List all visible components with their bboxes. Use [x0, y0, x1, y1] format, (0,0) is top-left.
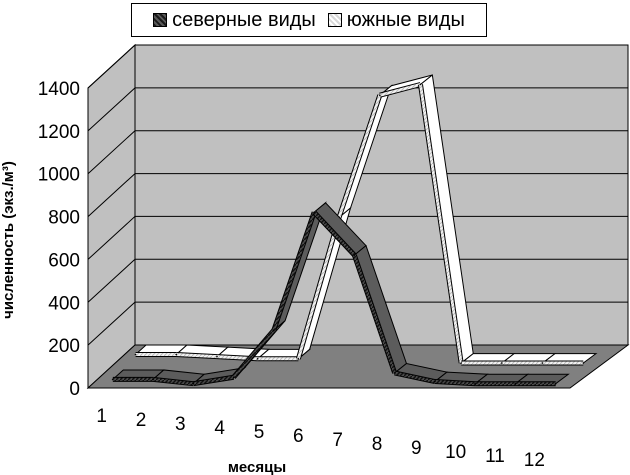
- side-wall: [87, 43, 136, 390]
- gridline: [87, 173, 628, 217]
- x-tick-label: 12: [524, 450, 545, 471]
- x-tick-label: 5: [254, 422, 265, 443]
- x-tick-label: 3: [175, 414, 186, 435]
- data-point: [192, 382, 195, 385]
- legend-item-south: южные виды: [327, 8, 465, 32]
- y-tick-label: 400: [48, 293, 80, 314]
- x-tick-label: 8: [372, 434, 383, 455]
- data-point: [152, 378, 154, 381]
- data-point: [353, 254, 356, 256]
- data-point: [501, 362, 503, 364]
- ribbon-face: [313, 211, 356, 257]
- data-point: [434, 380, 436, 383]
- data-point: [514, 382, 517, 385]
- data-point: [460, 362, 462, 364]
- chart-legend: северные виды южные виды: [131, 3, 487, 37]
- gridlines: [87, 44, 628, 346]
- legend-item-north: северные виды: [153, 9, 316, 32]
- data-point: [134, 353, 137, 356]
- y-tick-label: 200: [48, 336, 80, 357]
- x-tick-label: 7: [332, 430, 343, 451]
- gridline: [87, 44, 628, 89]
- ribbon-face: [152, 377, 194, 386]
- data-point: [256, 357, 259, 360]
- data-point: [419, 83, 422, 86]
- legend-swatch-north: [153, 13, 168, 27]
- data-point: [554, 382, 557, 385]
- ribbon-face: [419, 84, 463, 364]
- data-point: [378, 94, 381, 97]
- x-tick-label: 4: [214, 418, 225, 439]
- legend-label-north: северные виды: [172, 8, 316, 31]
- ribbon-face: [379, 83, 421, 97]
- x-axis-title: месяцы: [228, 459, 286, 475]
- data-point: [313, 211, 315, 214]
- y-tick-label: 1200: [38, 122, 80, 143]
- x-tick-label: 6: [293, 426, 304, 447]
- y-axis-ticks: 0 200 400 600 800 1000 1200 1400: [38, 79, 80, 400]
- gridline: [87, 258, 628, 303]
- data-point: [297, 357, 300, 360]
- series-north: [111, 201, 570, 387]
- ribbon-face: [434, 380, 476, 386]
- data-point: [273, 329, 275, 331]
- ribbon-face: [296, 216, 341, 360]
- y-tick-label: 0: [69, 379, 80, 400]
- ribbon-face: [337, 94, 382, 218]
- data-point: [582, 362, 585, 364]
- ribbon-face: [352, 254, 397, 374]
- y-axis-title: численность (экз./м³): [0, 161, 17, 319]
- series-layer: [111, 74, 598, 387]
- x-tick-label: 2: [136, 410, 147, 431]
- x-axis-ticks: 1 2 3 4 5 6 7 8 9 10 11 12: [96, 406, 545, 471]
- x-tick-label: 11: [485, 446, 505, 467]
- x-tick-label: 1: [96, 406, 107, 427]
- gridline: [87, 87, 628, 132]
- data-point: [541, 362, 544, 364]
- gridline: [87, 215, 628, 260]
- x-tick-label: 10: [445, 442, 466, 463]
- legend-label-south: южные виды: [346, 8, 465, 31]
- data-point: [232, 376, 235, 379]
- ribbon-face: [193, 375, 234, 386]
- ribbon-face: [232, 329, 276, 379]
- y-tick-label: 1000: [38, 165, 80, 186]
- data-point: [474, 382, 476, 385]
- y-tick-label: 800: [48, 208, 80, 229]
- data-point: [393, 372, 396, 374]
- y-tick-label: 600: [48, 250, 80, 271]
- data-point: [112, 378, 114, 381]
- ribbon-face: [176, 352, 218, 359]
- ribbon-face: [394, 371, 436, 384]
- ribbon-face: [272, 211, 316, 331]
- data-point: [175, 353, 178, 356]
- data-point: [216, 355, 218, 358]
- legend-swatch-south: [327, 13, 342, 27]
- x-tick-label: 9: [411, 438, 422, 459]
- y-tick-label: 1400: [38, 79, 80, 100]
- gridline: [87, 130, 628, 175]
